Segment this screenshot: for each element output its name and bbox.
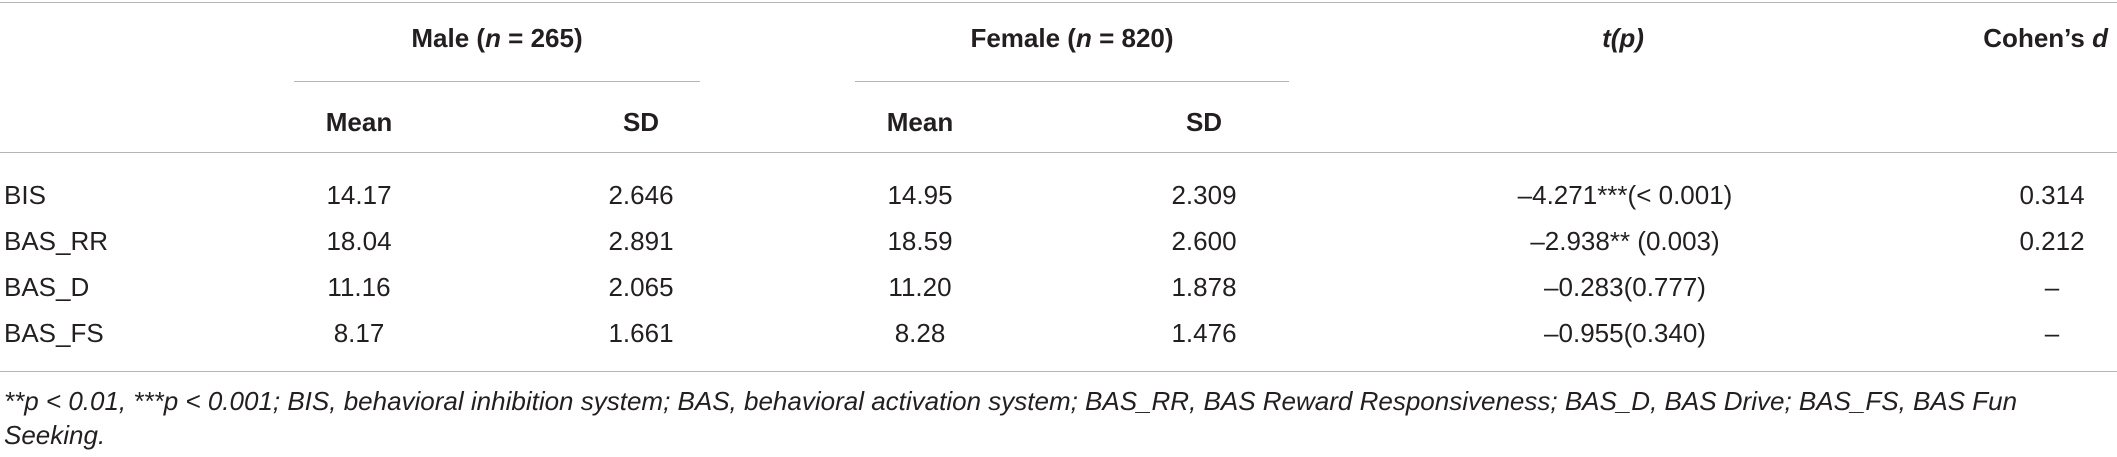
row-label: BAS_RR: [4, 226, 109, 256]
cohens-d-value: 0.212: [2019, 226, 2085, 256]
male-mean-value: 11.16: [327, 272, 391, 302]
female-sd-value: 1.476: [1171, 318, 1237, 348]
row-label: BAS_D: [4, 272, 90, 302]
t-p-value: –2.938** (0.003): [1530, 226, 1720, 256]
cohens-d-value: –: [2044, 272, 2060, 302]
cohens-d-value: 0.314: [2019, 180, 2085, 210]
table-footnote: **p < 0.01, ***p < 0.001; BIS, behaviora…: [4, 386, 2018, 450]
subheader-female-sd: SD: [1185, 107, 1223, 137]
header-female-group: Female (n = 820): [970, 23, 1174, 53]
subheader-female-mean: Mean: [886, 107, 954, 137]
female-sd-value: 1.878: [1171, 272, 1237, 302]
subheader-male-sd: SD: [622, 107, 660, 137]
male-mean-value: 18.04: [326, 226, 392, 256]
female-sd-value: 2.309: [1171, 180, 1237, 210]
male-mean-value: 14.17: [326, 180, 392, 210]
header-male-group: Male (n = 265): [411, 23, 583, 53]
male-mean-value: 8.17: [333, 318, 385, 348]
male-sd-value: 2.065: [608, 272, 674, 302]
female-group-underline: [855, 81, 1289, 82]
female-mean-value: 11.20: [888, 272, 952, 302]
female-sd-value: 2.600: [1171, 226, 1237, 256]
t-p-value: –0.283(0.777): [1544, 272, 1706, 302]
t-p-value: –4.271***(< 0.001): [1517, 180, 1733, 210]
male-sd-value: 2.891: [608, 226, 674, 256]
table-top-rule: [0, 2, 2117, 3]
header-bottom-rule: [0, 152, 2117, 153]
male-sd-value: 2.646: [608, 180, 674, 210]
row-label: BIS: [4, 180, 46, 210]
male-sd-value: 1.661: [608, 318, 674, 348]
female-mean-value: 14.95: [887, 180, 953, 210]
male-group-underline: [294, 81, 700, 82]
subheader-male-mean: Mean: [325, 107, 393, 137]
female-mean-value: 18.59: [887, 226, 953, 256]
t-p-value: –0.955(0.340): [1544, 318, 1706, 348]
row-label: BAS_FS: [4, 318, 104, 348]
header-cohens-d: Cohen’s d: [1983, 23, 2108, 53]
female-mean-value: 8.28: [894, 318, 946, 348]
cohens-d-value: –: [2044, 318, 2060, 348]
table-bottom-rule: [0, 371, 2117, 372]
header-t-p: t(p): [1602, 23, 1644, 53]
